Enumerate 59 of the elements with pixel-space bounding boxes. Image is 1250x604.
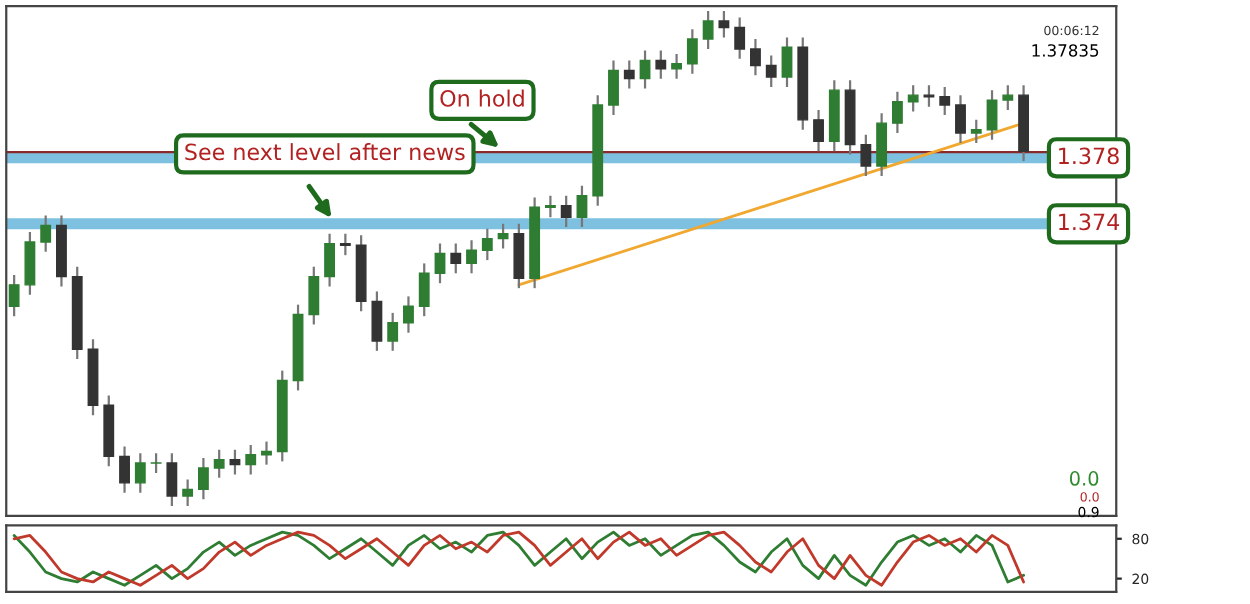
candlestick [907,84,919,113]
candlestick [655,49,667,80]
candlestick [986,89,998,141]
candlestick [781,36,793,88]
candlestick [544,194,556,219]
candlestick [466,239,477,275]
candlestick [639,49,651,90]
candlestick [403,295,414,334]
candlestick [40,214,52,253]
candlestick [891,90,903,135]
candlestick [8,273,20,318]
candlestick [876,112,888,178]
candlestick [1002,84,1014,112]
ref-line-label: 1.378 [1059,147,1119,165]
text: 1.37835 [1032,44,1099,57]
candlestick [481,227,493,262]
candlestick [671,52,683,80]
candlestick [765,54,777,88]
candlestick [576,184,588,229]
candlestick [513,222,525,290]
candlestick [608,59,619,117]
annotation: See next level after news [185,143,465,161]
candlestick [623,59,635,90]
candlestick [229,448,241,476]
annotation: On hold [440,89,524,107]
candlestick [813,108,824,153]
candlestick [308,265,320,326]
candlestick [497,222,509,250]
candlestick [150,452,162,475]
candlestick [119,445,130,494]
candlestick [434,242,446,285]
candlestick [939,85,951,117]
candlestick [734,16,746,60]
candlestick [560,194,572,229]
candlestick [686,28,698,75]
candlestick [702,9,714,51]
candlestick [418,262,430,318]
candlestick [24,230,36,296]
candlestick [970,118,982,145]
candlestick [182,478,194,508]
candlestick [750,37,761,77]
candlestick [134,452,146,494]
candlestick [450,242,462,275]
candlestick [955,94,966,145]
candlestick [213,448,225,479]
candlestick [324,232,336,288]
candlestick [923,84,935,108]
line-series [12,530,1025,587]
candlestick [245,443,257,476]
candlestick [860,133,872,178]
candlestick [339,232,351,257]
text: 0.0 [1069,471,1099,486]
candlestick [261,440,272,466]
candlestick [387,311,399,352]
candlestick [197,456,209,501]
candlestick [166,452,178,508]
candlestick [718,9,730,39]
ref-line-label: 1.374 [1059,213,1120,231]
candlestick [371,290,383,352]
